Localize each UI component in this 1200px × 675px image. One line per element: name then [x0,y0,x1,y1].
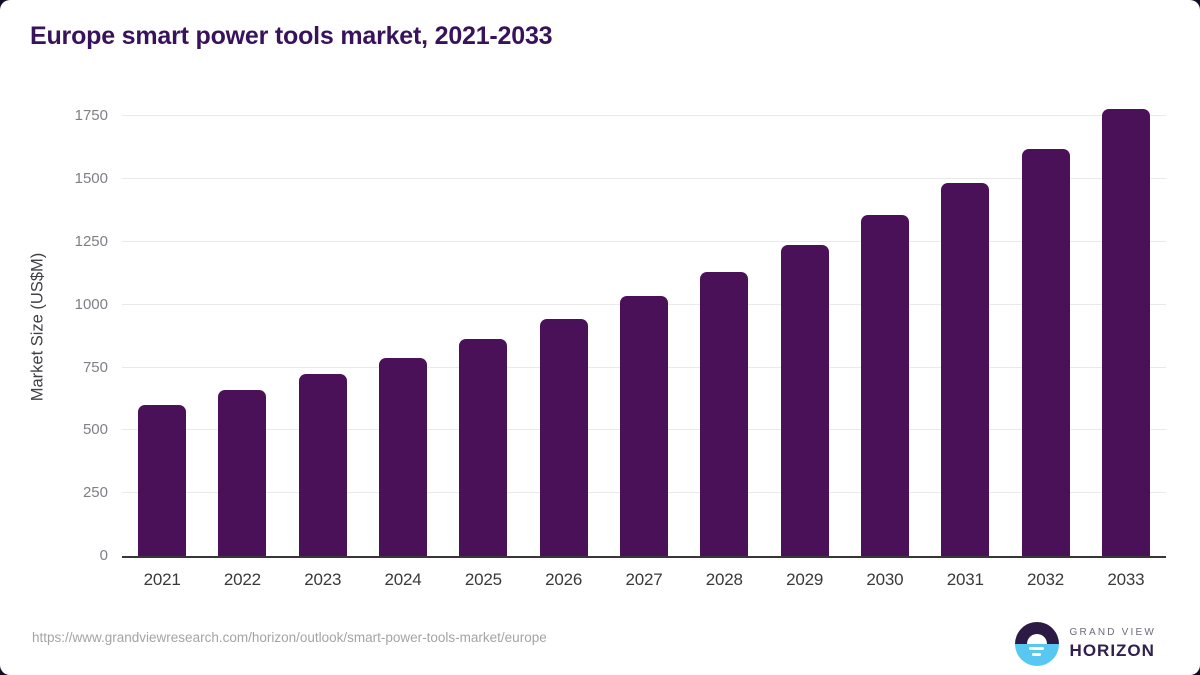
x-tick-label-2027: 2027 [625,570,663,589]
bar-2026 [539,319,588,556]
gridline-1500 [122,178,1166,180]
x-tick-label-2021: 2021 [143,570,181,589]
bar-2033 [1101,108,1150,556]
x-tick-label-2022: 2022 [223,570,261,589]
gridline-1750 [122,115,1166,117]
y-tick-label-0: 0 [99,547,108,564]
chart-title: Europe smart power tools market, 2021-20… [30,22,553,50]
bar-2024 [379,357,428,556]
x-tick-label-2024: 2024 [384,570,422,589]
bar-2025 [459,339,508,556]
bar-2022 [218,389,267,556]
x-tick-label-2023: 2023 [304,570,342,589]
source-url: https://www.grandviewresearch.com/horizo… [32,630,547,645]
plot-area: 0 250 500 750 1000 1250 1500 1750 2021 2022 2023 20… [75,96,1166,589]
bar-2021 [138,405,187,556]
y-tick-label-1750: 1750 [74,107,108,125]
bar-2028 [700,272,749,556]
brand-name-bottom: HORIZON [1069,641,1155,660]
x-tick-label-2028: 2028 [705,570,743,589]
x-tick-label-2033: 2033 [1107,570,1145,589]
bar-2030 [860,215,909,556]
x-tick-label-2032: 2032 [1027,570,1065,589]
y-tick-label-500: 500 [82,421,108,439]
y-tick-label-1000: 1000 [74,295,108,313]
y-tick-label-1250: 1250 [74,233,108,250]
reflection-line-1 [1029,646,1045,650]
bar-2031 [941,182,990,556]
x-tick-label-2026: 2026 [545,570,583,589]
y-tick-label-750: 750 [82,358,108,376]
brand-name-top: GRAND VIEW [1069,627,1156,638]
gridline-1250 [122,241,1166,242]
x-tick-label-2031: 2031 [946,570,984,589]
reflection-line-2 [1032,652,1042,656]
y-tick-label-250: 250 [82,484,108,502]
bar-2023 [298,374,347,556]
bar-2027 [620,296,668,556]
x-tick-label-2030: 2030 [866,570,904,589]
y-tick-label-1500: 1500 [74,170,108,188]
x-tick-label-2025: 2025 [464,570,502,589]
bar-2032 [1021,148,1070,556]
sun-shape [1026,634,1047,644]
brand-logo: GRAND VIEW HORIZON [1014,621,1156,667]
horizon-sunrise-icon [1014,622,1059,666]
brand-text: GRAND VIEW HORIZON [1070,627,1156,661]
x-tick-label-2029: 2029 [786,570,824,589]
bar-2029 [780,244,829,556]
y-axis-label: Market Size (US$M) [28,252,47,402]
